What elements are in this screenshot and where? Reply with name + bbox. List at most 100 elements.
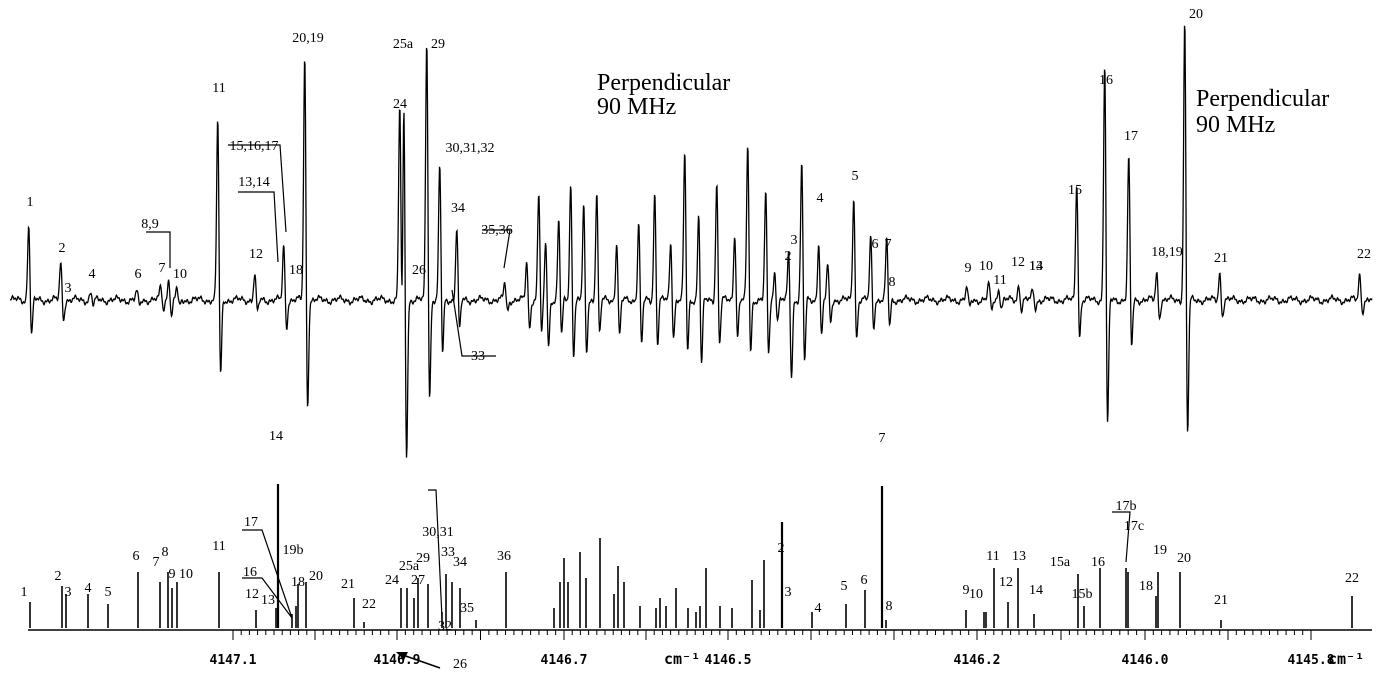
- stick-label: 25a: [399, 559, 420, 574]
- leader-line: [428, 489, 443, 619]
- peak-label: 30,31,32: [446, 141, 495, 156]
- peak-label: 8,9: [141, 217, 159, 232]
- x-tick-label: 4146.9: [374, 653, 421, 668]
- stick-label: 1: [21, 585, 28, 600]
- stick-spectrum: [29, 484, 1353, 628]
- peak-label: 20: [1189, 7, 1203, 22]
- peak-label: 25a: [393, 37, 414, 52]
- stick-label: 19b: [283, 543, 304, 558]
- stick-label: 11: [212, 539, 225, 554]
- x-axis-title-right: cm⁻¹: [1328, 650, 1364, 668]
- stick-label: 18: [1139, 579, 1153, 594]
- x-tick-label: 4146.5: [705, 653, 752, 668]
- x-axis: 4147.1 4146.9 4146.7 4146.5 4146.2 4146.0 4145…: [28, 629, 1372, 668]
- chart-title-line2: 90 MHz: [597, 94, 676, 120]
- leader-line: [451, 289, 496, 357]
- leader-line: [242, 577, 293, 619]
- stick-label: 9: [169, 567, 176, 582]
- peak-label: 2: [59, 241, 66, 256]
- stick-label: 3: [65, 585, 72, 600]
- leader-line: [1112, 511, 1131, 563]
- stick-label: 17b: [1116, 499, 1137, 514]
- stick-label: 26: [453, 657, 467, 671]
- stick-label: 12: [999, 575, 1013, 590]
- stick-label: 32: [438, 619, 452, 634]
- stick-label: 15a: [1050, 555, 1071, 570]
- peak-label: 29: [431, 37, 445, 52]
- x-tick-label: 4146.7: [541, 653, 588, 668]
- x-tick-label: 4146.0: [1122, 653, 1169, 668]
- stick-label: 5: [105, 585, 112, 600]
- stick-label: 11: [986, 549, 999, 564]
- stick-label: 4: [85, 581, 92, 596]
- x-axis-title: cm⁻¹: [664, 650, 700, 668]
- peak-label: 18,19: [1151, 245, 1183, 260]
- stick-label: 20: [309, 569, 323, 584]
- peak-label: 7: [159, 261, 166, 276]
- peak-label: 34: [451, 201, 465, 216]
- peak-label: 9: [965, 261, 972, 276]
- stick-label: 17: [244, 515, 258, 530]
- arrow-line: [399, 653, 441, 669]
- chart-title-line1: Perpendicular: [597, 70, 730, 96]
- peak-label: 13,14: [238, 175, 270, 190]
- stick-label: 17c: [1124, 519, 1144, 534]
- stick-label: 13: [261, 593, 275, 608]
- peak-label: 7: [885, 237, 892, 252]
- chart-title-right-line1: Perpendicular: [1196, 86, 1329, 112]
- peak-label: 16: [1099, 73, 1113, 88]
- stick-label: 34: [453, 555, 467, 570]
- peak-label: 12: [249, 247, 263, 262]
- peak-label: 4: [817, 191, 824, 206]
- x-tick-label: 4147.1: [210, 653, 257, 668]
- peak-label: 3: [65, 281, 72, 296]
- stick-label: 6: [133, 549, 140, 564]
- stick-label: 33: [441, 545, 455, 560]
- stick-label: 2: [778, 541, 785, 556]
- stick-label: 14: [1029, 583, 1043, 598]
- peak-label: 24: [393, 97, 407, 112]
- stick-label: 29: [416, 551, 430, 566]
- stick-label: 16: [243, 565, 257, 580]
- chart-title-right-line2: 90 MHz: [1196, 112, 1275, 138]
- stick-label: 36: [497, 549, 511, 564]
- stick-label: 7: [153, 555, 160, 570]
- peak-label: 11: [212, 81, 225, 96]
- stick-label: 2: [55, 569, 62, 584]
- peak-label: 8: [889, 275, 896, 290]
- stick-label: 22: [1345, 571, 1359, 586]
- stick-label: 22: [362, 597, 376, 612]
- stick-label: 4: [815, 601, 822, 616]
- peak-label: 2: [785, 249, 792, 264]
- stick-label: 8: [162, 545, 169, 560]
- stick-label: 24: [385, 573, 399, 588]
- leader-line: [242, 529, 293, 619]
- observed-spectrum: [10, 25, 1373, 458]
- peak-label: 15: [1068, 183, 1082, 198]
- peak-label: 3: [791, 233, 798, 248]
- spectrum-trace-line: [10, 25, 1373, 458]
- peak-label: 4: [89, 267, 96, 282]
- stick-label: 3: [785, 585, 792, 600]
- stick-label: 8: [886, 599, 893, 614]
- arrow-head: [396, 652, 408, 660]
- x-tick-label: 4146.2: [954, 653, 1001, 668]
- peak-label: 5: [852, 169, 859, 184]
- peak-label: 12: [1011, 255, 1025, 270]
- stick-label: 20: [1177, 551, 1191, 566]
- peak-label: 10: [979, 259, 993, 274]
- peak-label: 11: [993, 273, 1006, 288]
- peak-label: 18: [289, 263, 303, 278]
- stick-label: 10: [969, 587, 983, 602]
- peak-label: 26: [412, 263, 426, 278]
- peak-label: 13: [1029, 259, 1043, 274]
- stick-label: 7: [879, 431, 886, 446]
- stick-label: 21: [1214, 593, 1228, 608]
- stick-label: 12: [245, 587, 259, 602]
- stick-label: 35: [460, 601, 474, 616]
- peak-label: 1: [27, 195, 34, 210]
